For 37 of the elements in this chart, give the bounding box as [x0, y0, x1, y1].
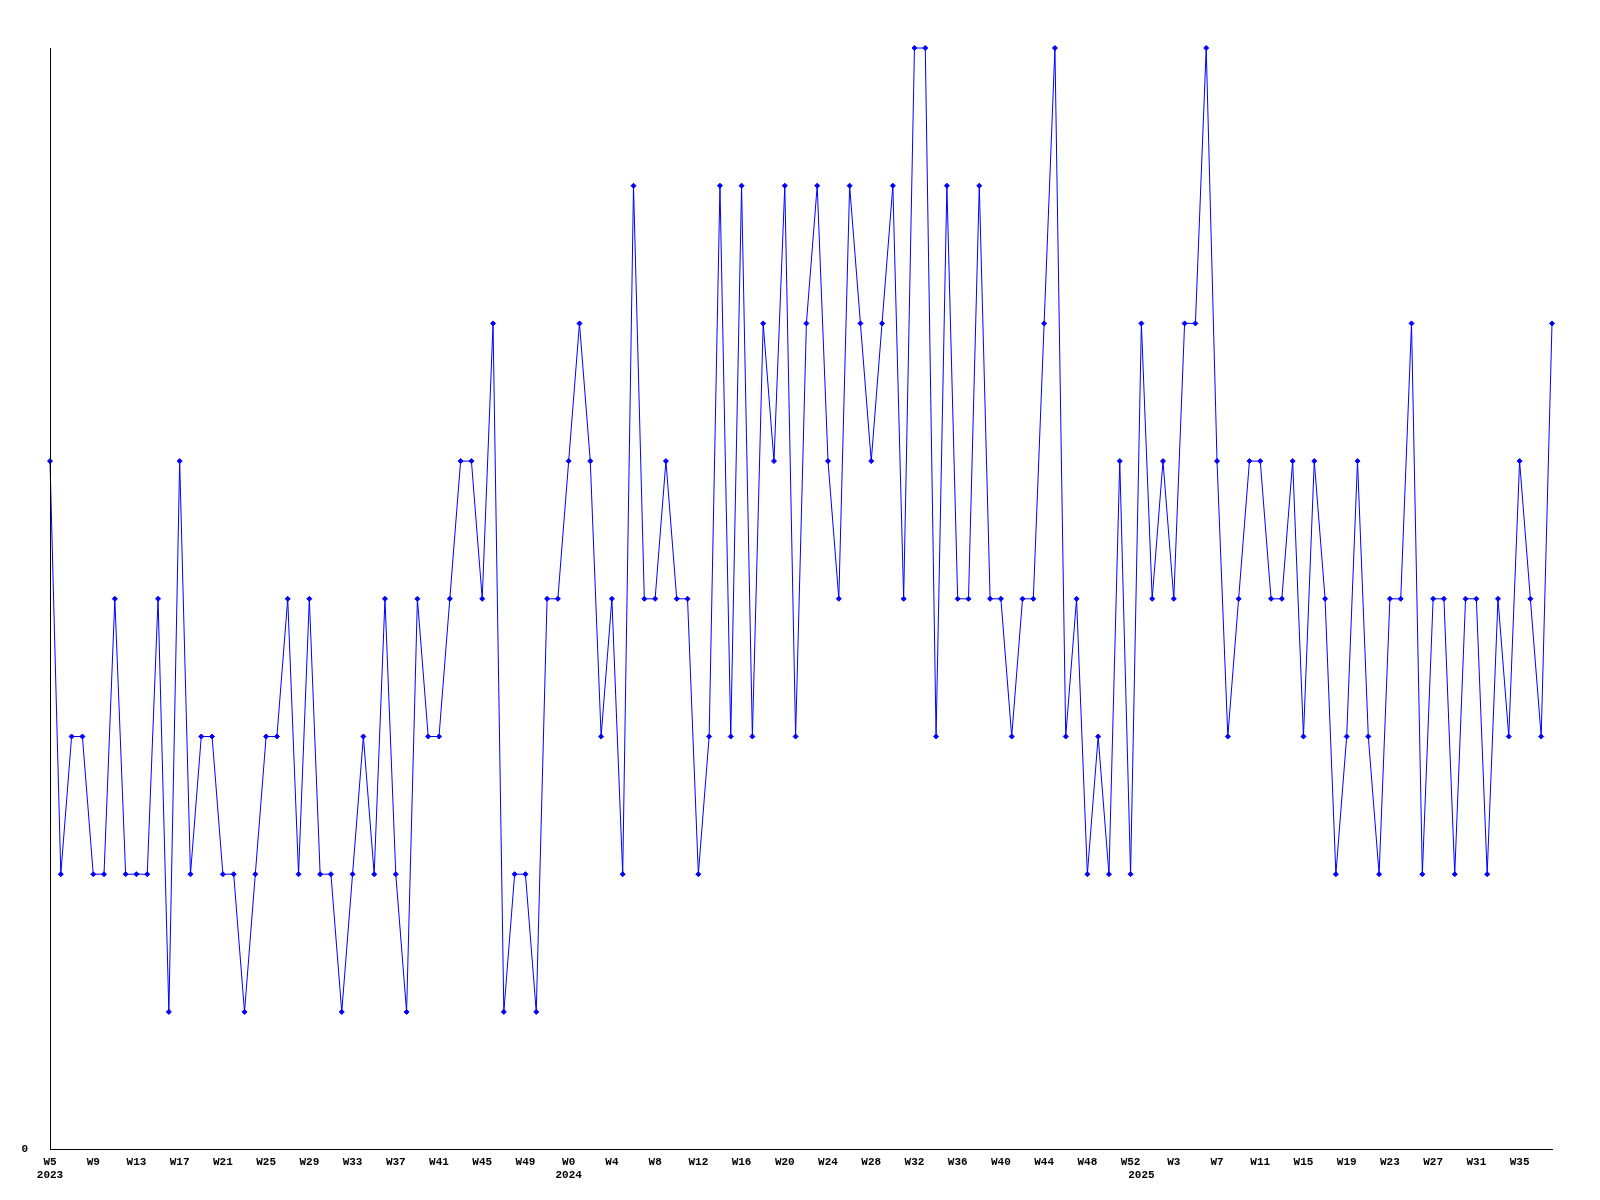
- x-tick-label: W52: [1120, 1155, 1141, 1168]
- x-tick-label: W27: [1423, 1155, 1444, 1168]
- x-tick-label: W49: [515, 1155, 536, 1168]
- x-tick-label: W28: [861, 1155, 882, 1168]
- x-tick-label: W8: [648, 1155, 663, 1168]
- x-tick-label: W24: [818, 1155, 839, 1168]
- x-tick-label: W3: [1167, 1155, 1181, 1168]
- x-tick-label: W13: [126, 1155, 147, 1168]
- x-tick-label: W21: [212, 1155, 234, 1168]
- x-tick-label: W11: [1250, 1155, 1271, 1168]
- x-tick-label: W40: [991, 1155, 1011, 1168]
- x-tick-label: W20: [774, 1155, 795, 1168]
- x-tick-label: W33: [342, 1155, 363, 1168]
- x-tick-label: W36: [947, 1155, 968, 1168]
- x-tick-label: W29: [299, 1155, 320, 1168]
- x-tick-label: W37: [385, 1155, 406, 1168]
- x-tick-label: W32: [904, 1155, 925, 1168]
- x-tick-label: W41: [429, 1155, 450, 1168]
- x-tick-label: W35: [1509, 1155, 1530, 1168]
- x-tick-label: W9: [86, 1155, 100, 1168]
- x-tick-label: W15: [1293, 1155, 1314, 1168]
- x-tick-label: W17: [169, 1155, 190, 1168]
- x-tick-label: W4: [605, 1155, 619, 1168]
- x-tick-label: W25: [256, 1155, 277, 1168]
- x-tick-label: W48: [1077, 1155, 1098, 1168]
- x-tick-label: W19: [1336, 1155, 1357, 1168]
- x-tick-label: W23: [1380, 1155, 1401, 1168]
- x-tick-label: W12: [688, 1155, 709, 1168]
- x-tick-label: W0 2024: [555, 1155, 583, 1182]
- x-tick-label: W16: [731, 1155, 752, 1168]
- x-tick-label: W7: [1210, 1155, 1224, 1168]
- text: 0: [21, 1143, 28, 1156]
- x-tick-label: W44: [1034, 1155, 1055, 1168]
- x-tick-label: W45: [472, 1155, 493, 1168]
- x-tick-label: 2025: [1128, 1169, 1155, 1182]
- x-tick-label: W5 2023: [36, 1155, 64, 1182]
- x-tick-label: W31: [1466, 1155, 1487, 1168]
